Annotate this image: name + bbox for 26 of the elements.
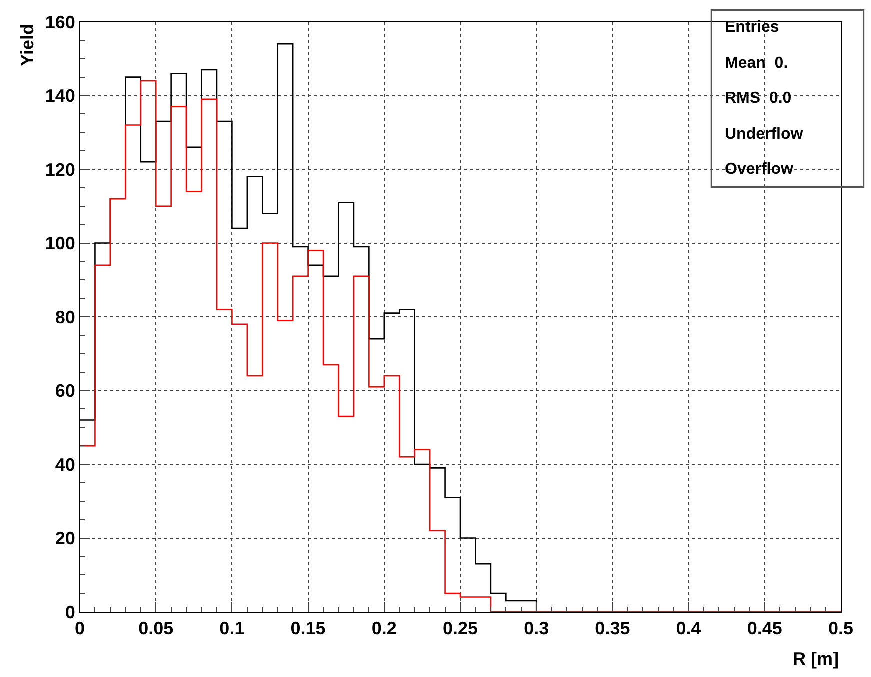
- y-tick-label: 80: [55, 307, 76, 328]
- annotation: Entries: [725, 19, 780, 36]
- x-axis-title: R [m]: [793, 649, 839, 669]
- y-tick-label: 40: [55, 454, 76, 475]
- x-tick-label: 0.5: [828, 618, 854, 639]
- x-tick-label: 0.4: [676, 618, 702, 639]
- annotation: Overflow: [725, 161, 794, 178]
- y-tick-label: 20: [55, 528, 76, 549]
- x-tick-label: 0.35: [595, 618, 630, 639]
- y-tick-label: 160: [45, 12, 76, 32]
- x-tick-label: 0.05: [138, 618, 174, 639]
- y-tick-label: 100: [45, 234, 76, 254]
- y-tick-label: 60: [55, 381, 76, 402]
- annotation: Mean 0.: [725, 55, 788, 72]
- y-tick-label: 120: [45, 160, 76, 180]
- annotation: RMS 0.0: [725, 90, 792, 107]
- y-axis-title: Yield: [17, 24, 38, 66]
- x-tick-label: 0.15: [290, 618, 326, 639]
- x-tick-label: 0.2: [372, 618, 397, 639]
- x-tick-label: 0.3: [524, 618, 550, 639]
- y-tick-label: 0: [65, 602, 76, 622]
- y-tick-label: 140: [45, 86, 76, 106]
- x-tick-label: 0.45: [747, 618, 782, 639]
- x-tick-label: 0.1: [220, 618, 245, 639]
- x-tick-label: 0.25: [442, 618, 478, 639]
- annotation: Underflow: [725, 126, 804, 143]
